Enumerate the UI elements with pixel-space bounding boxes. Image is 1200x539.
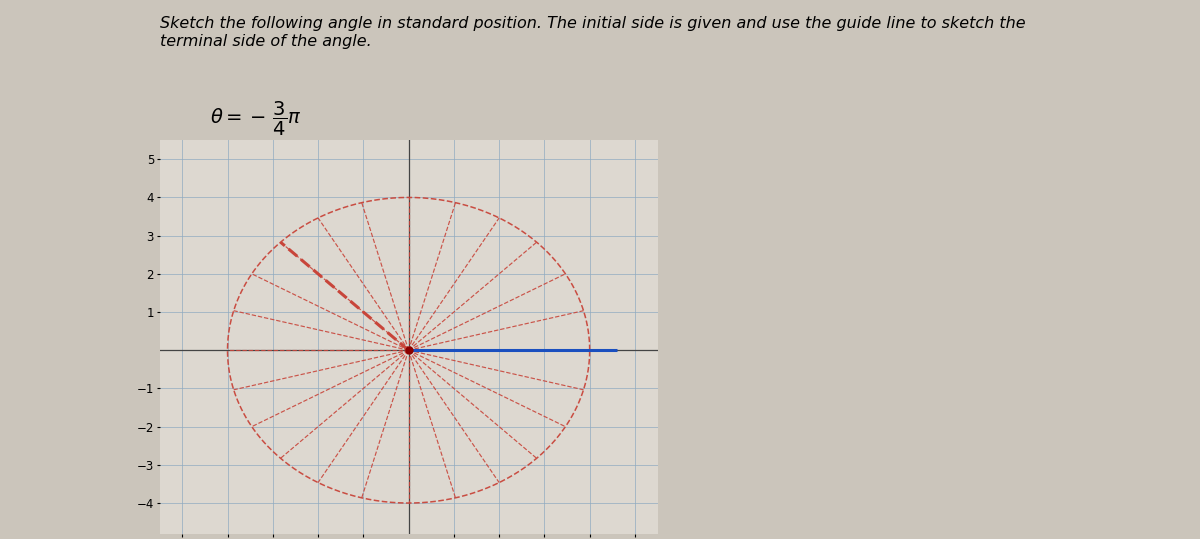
Text: Sketch the following angle in standard position. The initial side is given and u: Sketch the following angle in standard p… <box>160 16 1025 49</box>
Text: $\theta = -\,\dfrac{3}{4}\pi$: $\theta = -\,\dfrac{3}{4}\pi$ <box>210 100 302 137</box>
